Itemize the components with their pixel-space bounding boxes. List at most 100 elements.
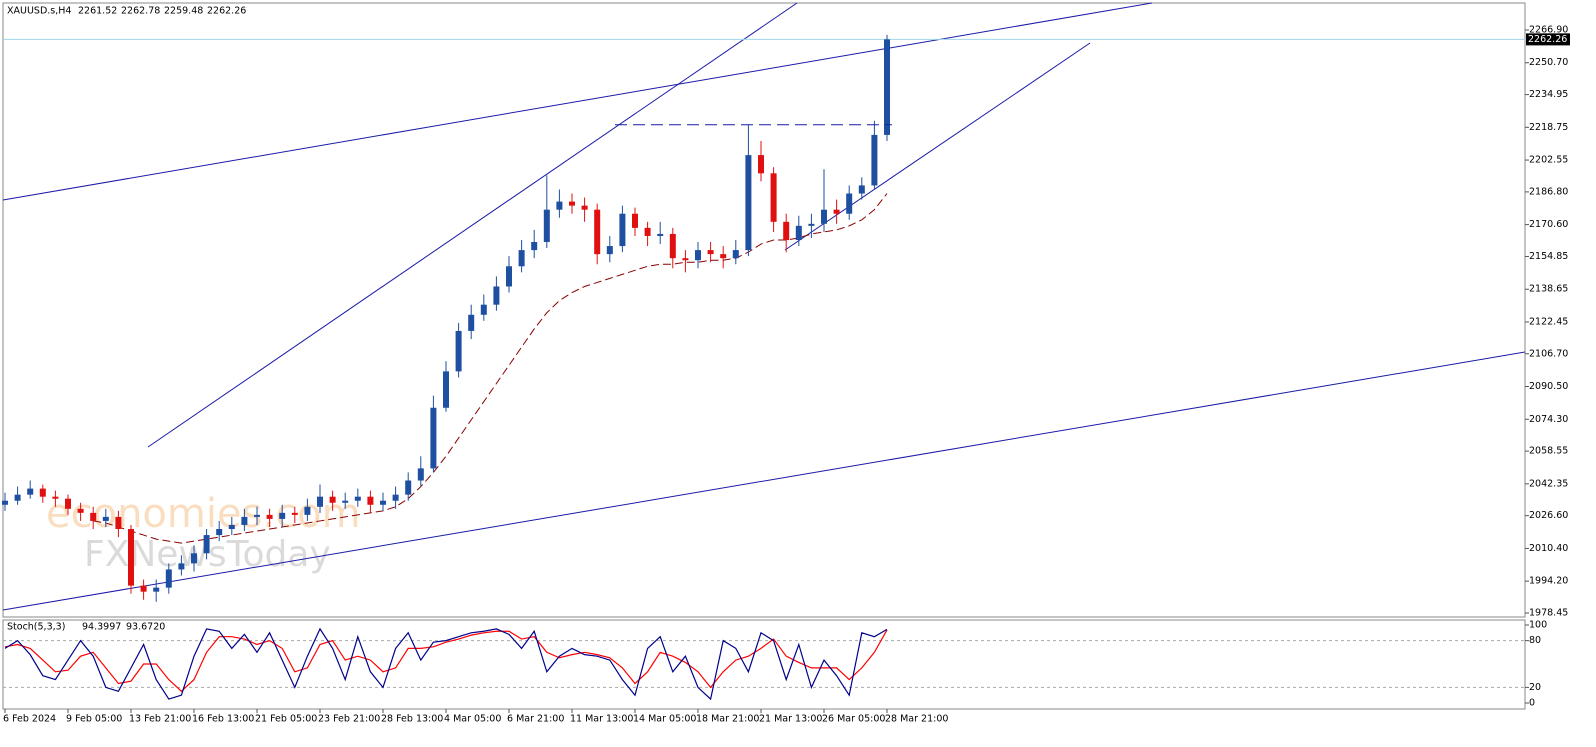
- trend-line: [784, 42, 1091, 251]
- candle-body: [884, 39, 890, 135]
- candle-body: [279, 512, 286, 519]
- candle-body: [115, 516, 122, 530]
- indicator-tick-label: 0: [1529, 698, 1535, 709]
- candle-body: [606, 246, 613, 255]
- candle-body: [191, 553, 197, 564]
- candle-body: [632, 213, 638, 228]
- indicator-tick-label: 20: [1529, 682, 1541, 693]
- candle-body: [153, 587, 160, 592]
- candle-body: [304, 506, 311, 515]
- moving-average: [93, 193, 888, 544]
- candle-body: [682, 258, 689, 261]
- candle-body: [291, 512, 298, 515]
- candle-body: [14, 494, 21, 501]
- candle-body: [430, 407, 437, 469]
- y-tick-label: 1994.20: [1529, 576, 1568, 587]
- last-price-label: 2262.26: [1528, 34, 1567, 45]
- candle-body: [165, 569, 172, 588]
- candle-body: [417, 468, 424, 481]
- candle-body: [443, 371, 449, 408]
- y-tick-label: 2138.65: [1529, 284, 1568, 295]
- candle-body: [707, 250, 714, 255]
- candle-body: [77, 508, 84, 513]
- candle-body: [858, 185, 865, 194]
- candle-body: [468, 314, 475, 331]
- candle-body: [732, 250, 739, 259]
- y-tick-label: 2186.80: [1529, 186, 1568, 197]
- candle-body: [531, 242, 538, 251]
- header-value: 2262.26: [207, 6, 246, 17]
- x-tick-label: 21 Feb 05:00: [255, 714, 317, 725]
- x-tick-label: 18 Mar 21:00: [696, 714, 759, 725]
- candle-body: [27, 488, 34, 495]
- candle-body: [695, 250, 701, 261]
- y-tick-label: 2202.55: [1529, 155, 1568, 166]
- trend-line: [2, 2, 1153, 201]
- header-value: 2261.52: [78, 6, 117, 17]
- indicator-value: 94.3997: [82, 622, 121, 633]
- y-tick-label: 2250.70: [1529, 57, 1568, 68]
- candle-body: [329, 496, 336, 503]
- candle-body: [354, 496, 361, 501]
- candle-body: [455, 330, 462, 372]
- indicator-panel: [2, 619, 1526, 710]
- stoch-signal: [4, 629, 888, 693]
- x-tick-label: 11 Mar 13:00: [570, 714, 633, 725]
- x-tick-label: 28 Feb 13:00: [381, 714, 443, 725]
- header-value: 2259.48: [164, 6, 203, 17]
- candle-body: [228, 524, 235, 530]
- candle-body: [644, 227, 651, 236]
- candle-body: [795, 225, 802, 240]
- last-price-box: [1526, 33, 1570, 46]
- candle-body: [317, 496, 323, 507]
- x-tick-label: 26 Mar 05:00: [822, 714, 885, 725]
- y-tick-label: 2090.50: [1529, 381, 1568, 392]
- candle-body: [808, 223, 815, 226]
- candle-body: [758, 155, 764, 174]
- candle-body: [556, 201, 563, 210]
- candle-body: [241, 516, 248, 525]
- y-tick-label: 2026.60: [1529, 510, 1568, 521]
- candle-body: [871, 134, 878, 186]
- candle-body: [128, 529, 134, 586]
- stoch-main: [4, 627, 888, 701]
- symbol-title: XAUUSD.s,H4: [7, 6, 71, 17]
- candle-body: [90, 512, 97, 521]
- y-tick-label: 2170.60: [1529, 219, 1568, 230]
- candle-body: [581, 205, 588, 210]
- header-value: 2262.78: [121, 6, 160, 17]
- trend-lines: [2, 2, 1526, 611]
- candle-body: [846, 193, 853, 214]
- candle-body: [392, 494, 399, 501]
- y-tick-label: 2218.75: [1529, 122, 1568, 133]
- y-tick-label: 2106.70: [1529, 348, 1568, 359]
- x-tick-label: 14 Mar 05:00: [633, 714, 696, 725]
- candle-body: [52, 496, 59, 499]
- x-tick-label: 9 Feb 05:00: [66, 714, 122, 725]
- candle-body: [178, 563, 185, 570]
- x-tick-label: 28 Mar 21:00: [885, 714, 948, 725]
- candle-body: [833, 209, 840, 214]
- y-tick-label: 2058.55: [1529, 446, 1568, 457]
- candle-body: [342, 500, 349, 503]
- candle-body: [65, 498, 71, 509]
- candle-body: [216, 529, 223, 536]
- x-tick-label: 4 Mar 05:00: [444, 714, 501, 725]
- candle-body: [543, 209, 550, 243]
- candle-body: [140, 585, 147, 592]
- y-tick-label: 2074.30: [1529, 414, 1568, 425]
- indicator-title: Stoch(5,3,3): [7, 622, 65, 633]
- candle-body: [518, 250, 525, 267]
- candle-body: [266, 514, 273, 519]
- x-tick-label: 21 Mar 13:00: [759, 714, 822, 725]
- indicator-tick-label: 100: [1529, 620, 1547, 631]
- candle-body: [480, 304, 487, 315]
- candle-body: [203, 535, 210, 554]
- candle-body: [254, 514, 260, 517]
- candle-body: [39, 488, 46, 497]
- y-tick-label: 2154.85: [1529, 251, 1568, 262]
- candle-body: [102, 516, 109, 521]
